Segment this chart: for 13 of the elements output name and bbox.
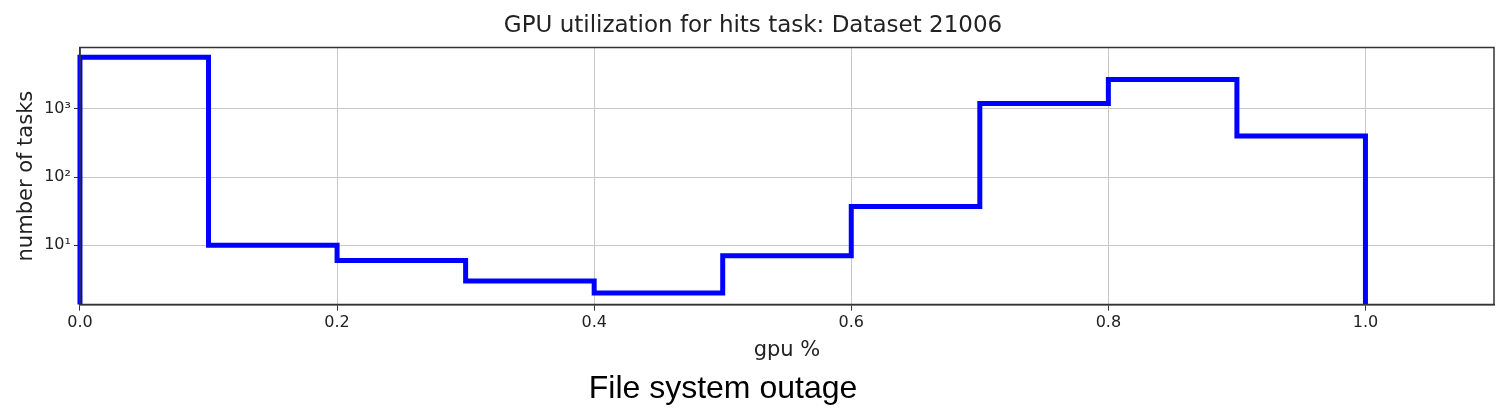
y-tick-label: 10¹ xyxy=(44,234,71,254)
x-tick-label: 0.4 xyxy=(581,312,607,332)
x-tick-label: 0.2 xyxy=(324,312,350,332)
y-axis-title: number of tasks xyxy=(13,90,38,262)
y-tick-label: 10² xyxy=(44,166,71,186)
text: File system outage xyxy=(588,368,858,405)
x-axis-title: gpu % xyxy=(753,336,821,361)
y-tick-label: 10³ xyxy=(44,97,71,117)
x-tick-label: 0.8 xyxy=(1095,312,1122,332)
x-tick-label: 1.0 xyxy=(1352,312,1379,332)
x-tick-label: 0.0 xyxy=(67,312,93,332)
chart-title: GPU utilization for hits task: Dataset 21006 xyxy=(503,10,1003,37)
x-tick-label: 0.6 xyxy=(838,312,864,332)
